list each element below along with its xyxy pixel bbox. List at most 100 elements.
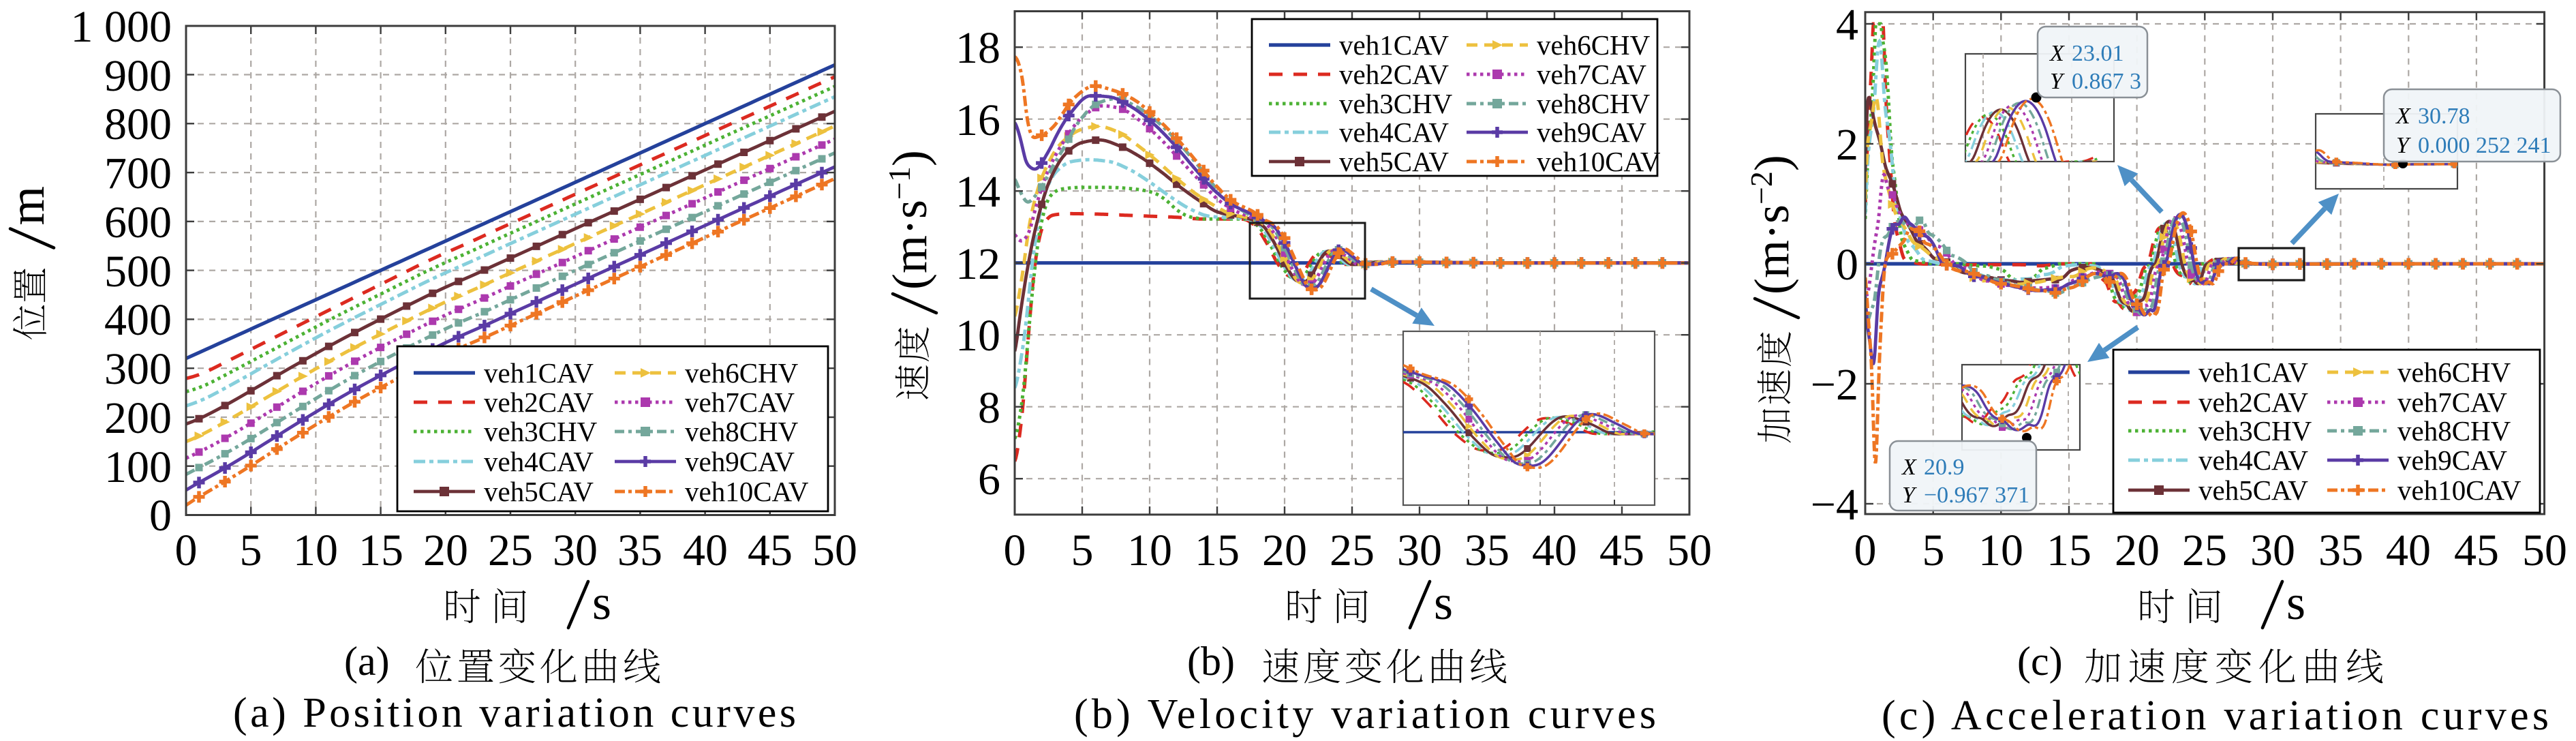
svg-text:25: 25 <box>1330 526 1375 575</box>
svg-text:veh8CHV: veh8CHV <box>1537 88 1651 119</box>
svg-text:veh2CAV: veh2CAV <box>2198 387 2308 418</box>
svg-text:veh6CHV: veh6CHV <box>2397 357 2511 388</box>
svg-text:12: 12 <box>955 239 1000 289</box>
svg-text:s: s <box>592 575 611 630</box>
svg-text:veh7CAV: veh7CAV <box>1537 59 1646 90</box>
svg-text:15: 15 <box>358 526 403 575</box>
svg-text:veh3CHV: veh3CHV <box>484 416 598 447</box>
svg-text:45: 45 <box>1599 526 1644 575</box>
svg-text:15: 15 <box>2046 526 2091 575</box>
svg-text:45: 45 <box>2454 526 2499 575</box>
svg-text:Y: Y <box>1902 483 1917 508</box>
svg-text:50: 50 <box>2522 526 2567 575</box>
svg-text:25: 25 <box>488 526 533 575</box>
svg-text:35: 35 <box>617 526 662 575</box>
svg-text:(a) Position variation curves: (a) Position variation curves <box>233 690 796 736</box>
svg-text:400: 400 <box>104 295 172 345</box>
svg-text:s: s <box>2286 575 2305 630</box>
svg-text:veh9CAV: veh9CAV <box>685 446 795 477</box>
svg-text:veh3CHV: veh3CHV <box>2198 415 2312 447</box>
svg-text:20.9: 20.9 <box>1924 455 1965 480</box>
svg-text:40: 40 <box>2386 526 2431 575</box>
svg-text:Y: Y <box>2050 69 2065 94</box>
svg-text:200: 200 <box>104 393 172 443</box>
svg-text:(m·s−1): (m·s−1) <box>882 150 937 290</box>
svg-text:10: 10 <box>1978 526 2023 575</box>
svg-text:0: 0 <box>1836 240 1858 290</box>
svg-text:6: 6 <box>978 455 1000 504</box>
svg-text:800: 800 <box>104 100 172 149</box>
svg-text:25: 25 <box>2182 526 2227 575</box>
svg-text:veh8CHV: veh8CHV <box>685 416 799 447</box>
svg-text:veh1CAV: veh1CAV <box>2198 357 2308 388</box>
svg-text:veh7CAV: veh7CAV <box>685 387 795 418</box>
svg-text:−4: −4 <box>1811 480 1858 530</box>
svg-text:veh7CAV: veh7CAV <box>2397 387 2507 418</box>
svg-text:20: 20 <box>423 526 468 575</box>
svg-text:700: 700 <box>104 149 172 198</box>
svg-text:veh1CAV: veh1CAV <box>484 357 594 389</box>
svg-text:30: 30 <box>2250 526 2295 575</box>
svg-text:veh5CAV: veh5CAV <box>1339 146 1449 177</box>
svg-text:(b): (b) <box>1187 639 1235 684</box>
svg-text:5: 5 <box>240 526 262 575</box>
svg-text:0: 0 <box>1854 526 1877 575</box>
svg-text:veh10CAV: veh10CAV <box>2397 474 2521 506</box>
svg-text:16: 16 <box>955 95 1000 145</box>
svg-text:veh6CHV: veh6CHV <box>1537 29 1651 61</box>
svg-text:2: 2 <box>1836 120 1858 170</box>
svg-text:0.867 3: 0.867 3 <box>2072 69 2141 94</box>
svg-text:(a): (a) <box>344 639 390 684</box>
svg-text:10: 10 <box>293 526 338 575</box>
svg-text:15: 15 <box>1195 526 1240 575</box>
svg-text:900: 900 <box>104 51 172 101</box>
svg-text:veh9CAV: veh9CAV <box>2397 444 2507 476</box>
svg-text:0: 0 <box>1004 526 1026 575</box>
svg-text:4: 4 <box>1836 0 1858 50</box>
svg-text:40: 40 <box>1532 526 1577 575</box>
svg-text:veh1CAV: veh1CAV <box>1339 29 1449 61</box>
svg-text:veh9CAV: veh9CAV <box>1537 117 1646 148</box>
svg-text:10: 10 <box>955 311 1000 361</box>
svg-text:600: 600 <box>104 198 172 247</box>
svg-text:−2: −2 <box>1811 360 1858 410</box>
svg-text:18: 18 <box>955 23 1000 73</box>
svg-text:23.01: 23.01 <box>2072 41 2124 66</box>
svg-text:veh2CAV: veh2CAV <box>1339 59 1449 90</box>
svg-text:1 000: 1 000 <box>71 2 172 52</box>
svg-text:s: s <box>1434 575 1453 630</box>
svg-text:30: 30 <box>1397 526 1442 575</box>
svg-text:5: 5 <box>1922 526 1945 575</box>
svg-text:0: 0 <box>175 526 198 575</box>
svg-text:300: 300 <box>104 344 172 394</box>
svg-text:8: 8 <box>978 383 1000 433</box>
svg-text:veh5CAV: veh5CAV <box>2198 474 2308 506</box>
svg-text:veh4CAV: veh4CAV <box>1339 117 1449 148</box>
svg-text:veh2CAV: veh2CAV <box>484 387 594 418</box>
svg-text:X: X <box>1901 455 1917 480</box>
svg-text:5: 5 <box>1071 526 1094 575</box>
svg-text:(c): (c) <box>2017 639 2063 684</box>
svg-text:50: 50 <box>1667 526 1712 575</box>
svg-text:(c) Acceleration variation cur: (c) Acceleration variation curves <box>1882 693 2549 739</box>
svg-text:0: 0 <box>149 491 172 541</box>
svg-text:m: m <box>0 186 55 226</box>
svg-text:50: 50 <box>812 526 857 575</box>
svg-text:veh5CAV: veh5CAV <box>484 476 594 507</box>
svg-text:veh10CAV: veh10CAV <box>1537 146 1661 177</box>
svg-text:30.78: 30.78 <box>2418 104 2470 129</box>
svg-text:veh10CAV: veh10CAV <box>685 476 809 507</box>
svg-text:35: 35 <box>2318 526 2363 575</box>
svg-text:−0.967 371: −0.967 371 <box>1924 483 2029 508</box>
svg-text:10: 10 <box>1127 526 1172 575</box>
svg-text:100: 100 <box>104 442 172 492</box>
svg-text:(b) Velocity variation curves: (b) Velocity variation curves <box>1074 691 1656 738</box>
svg-text:30: 30 <box>553 526 598 575</box>
svg-text:500: 500 <box>104 247 172 297</box>
svg-text:14: 14 <box>955 167 1000 217</box>
svg-text:Y: Y <box>2396 133 2411 158</box>
svg-text:X: X <box>2049 41 2065 66</box>
svg-text:0.000 252 241: 0.000 252 241 <box>2418 133 2551 158</box>
svg-text:veh3CHV: veh3CHV <box>1339 88 1453 119</box>
svg-text:40: 40 <box>683 526 728 575</box>
